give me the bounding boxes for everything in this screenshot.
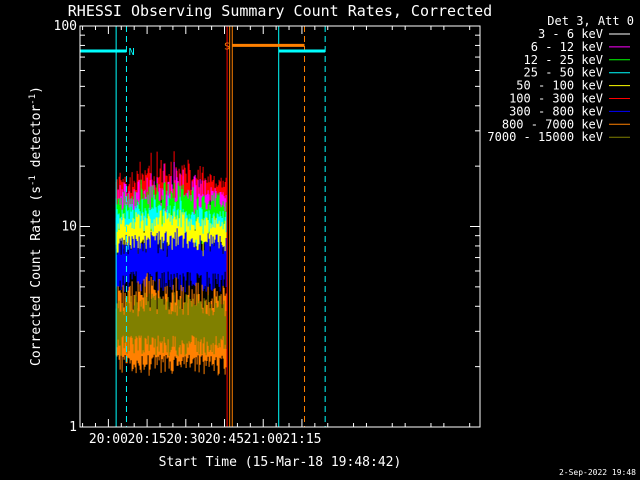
y-tick-label-1: 10 [61, 220, 77, 235]
flag-layer: NS [80, 41, 326, 58]
legend-label-5: 100 - 300 keV [509, 92, 603, 106]
legend-label-7: 800 - 7000 keV [502, 117, 603, 131]
footer-date: 2-Sep-2022 19:48 [559, 468, 636, 477]
legend-label-1: 6 - 12 keV [531, 40, 603, 54]
legend-label-0: 3 - 6 keV [538, 27, 603, 41]
x-tick-label-1: 20:15 [128, 432, 167, 447]
series-layer [115, 135, 227, 376]
x-tick-label-0: 20:00 [89, 432, 128, 447]
axis-layer: 20:00 20:15 20:30 20:45 21:00 21:15 1 10 100 [54, 19, 480, 447]
legend-header: Det 3, Att 0 [547, 14, 634, 28]
legend-label-4: 50 - 100 keV [516, 79, 603, 93]
y-tick-label-0: 1 [69, 420, 77, 435]
legend-label-8: 7000 - 15000 keV [487, 130, 603, 144]
flag-label-0: N [129, 47, 135, 58]
legend-label-6: 300 - 800 keV [509, 104, 603, 118]
x-tick-label-2: 20:30 [166, 432, 205, 447]
chart-title: RHESSI Observing Summary Count Rates, Co… [68, 2, 492, 20]
y-axis-label: Corrected Count Rate (s-1 detector-1) [28, 86, 44, 366]
y-axis-label-mid: detector [29, 105, 44, 176]
y-axis-label-end: ) [29, 86, 44, 94]
y-axis-label-sup1: -1 [28, 175, 38, 186]
x-axis-label: Start Time (15-Mar-18 19:48:42) [159, 455, 402, 470]
x-tick-label-4: 21:00 [244, 432, 283, 447]
legend-label-2: 12 - 25 keV [524, 53, 603, 67]
y-tick-label-2: 100 [54, 19, 77, 34]
marker-layer [115, 26, 326, 427]
y-axis-label-main: Corrected Count Rate (s [29, 186, 44, 366]
y-axis-label-sup2: -1 [28, 94, 38, 105]
x-tick-label-3: 20:45 [205, 432, 244, 447]
x-tick-label-5: 21:15 [282, 432, 321, 447]
flag-label-1: S [224, 41, 230, 52]
legend-label-3: 25 - 50 keV [524, 66, 603, 80]
